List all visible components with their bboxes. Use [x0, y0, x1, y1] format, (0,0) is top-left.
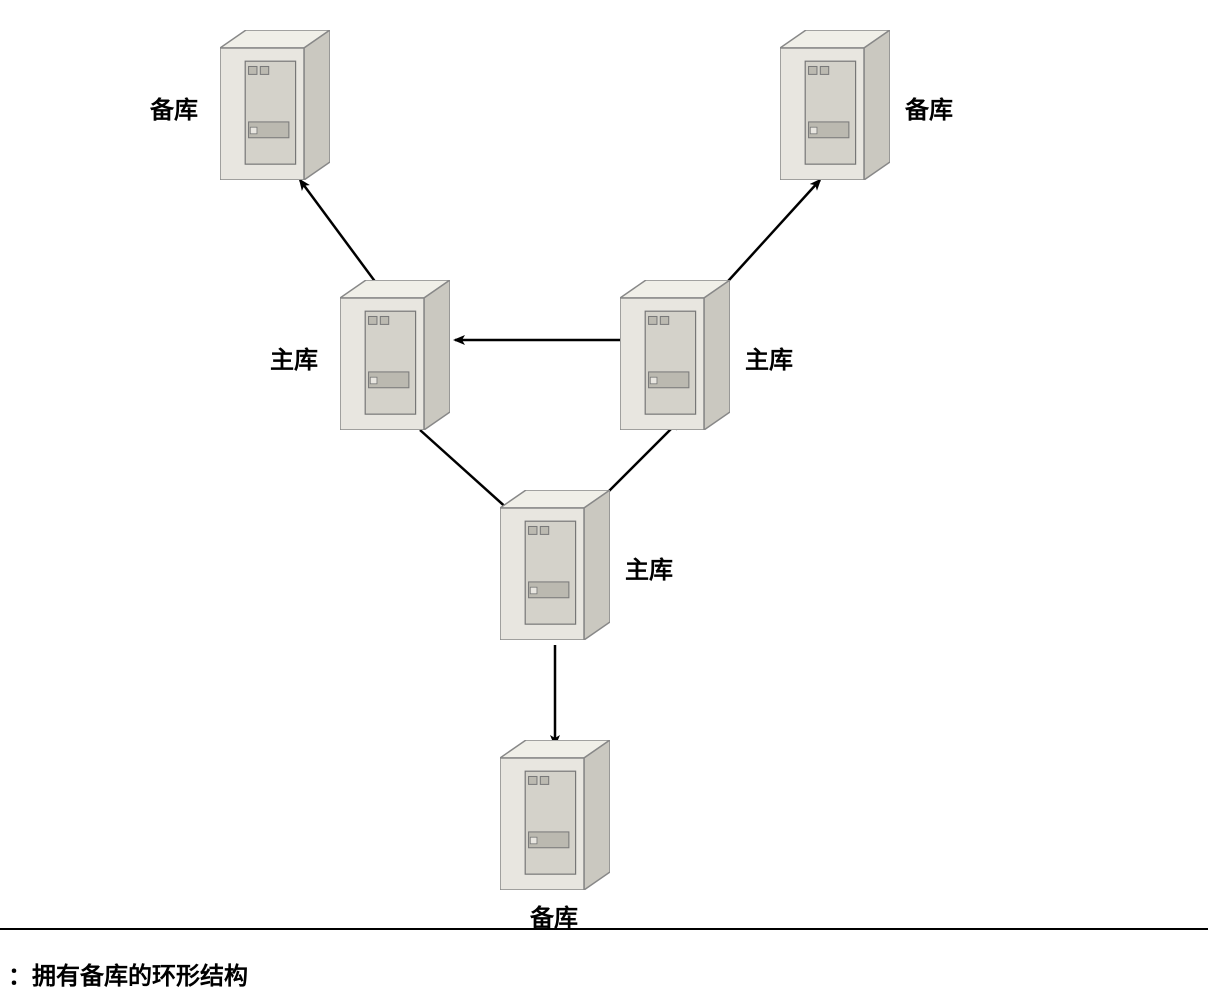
node-label-master-r: 主库 [745, 340, 793, 375]
server-icon [780, 30, 890, 180]
edge-master-r-to-backup-tr [720, 180, 820, 290]
edge-master-l-to-backup-tl [300, 180, 385, 295]
figure-caption: ：拥有备库的环形结构 [8, 956, 248, 991]
node-label-backup-tl: 备库 [150, 90, 198, 125]
server-icon [500, 740, 610, 890]
edge-master-b-to-master-r [600, 420, 680, 500]
divider-line [0, 928, 1208, 930]
caption-text: 拥有备库的环形结构 [32, 963, 248, 990]
server-icon [220, 30, 330, 180]
diagram-canvas: 备库 备库 主库 [0, 0, 1208, 992]
server-icon [620, 280, 730, 430]
server-icon [500, 490, 610, 640]
node-label-backup-tr: 备库 [905, 90, 953, 125]
caption-prefix: ： [8, 963, 32, 990]
server-icon [340, 280, 450, 430]
node-label-master-l: 主库 [270, 340, 318, 375]
node-label-master-b: 主库 [625, 550, 673, 585]
